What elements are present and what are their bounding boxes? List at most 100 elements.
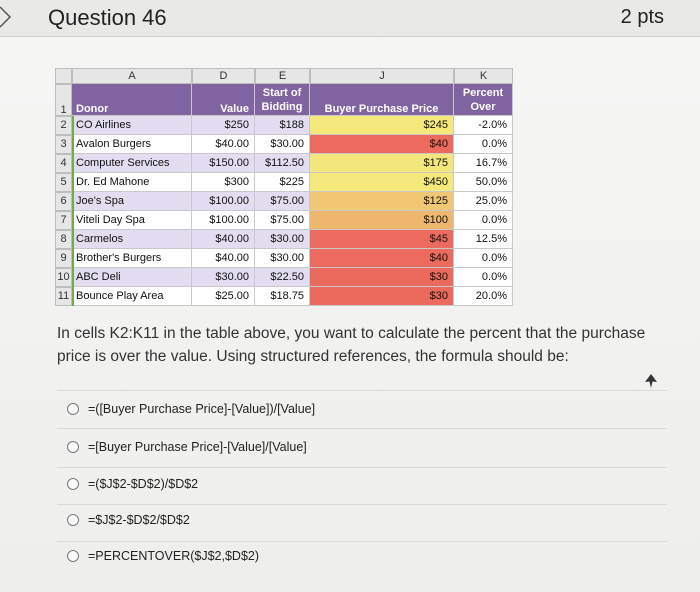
cell-start-bidding: $112.50 <box>255 154 310 173</box>
header-start-line1: Start of <box>262 87 302 99</box>
option-label: =([Buyer Purchase Price]-[Value])/[Value… <box>88 402 316 416</box>
header-value: Value <box>192 84 255 116</box>
cell-buyer-price: $450 <box>310 173 454 192</box>
table-row: 4 Computer Services $150.00 $112.50 $175 16.7… <box>55 154 515 173</box>
option-b[interactable]: =[Buyer Purchase Price]-[Value]/[Value] <box>67 440 307 454</box>
mouse-cursor-icon <box>645 374 657 388</box>
option-label: =($J$2-$D$2)/$D$2 <box>88 477 199 491</box>
table-row: 6 Joe's Spa $100.00 $75.00 $125 25.0% <box>55 192 515 211</box>
radio-button[interactable] <box>67 441 79 453</box>
cell-donor: Carmelos <box>72 230 192 249</box>
row-number: 5 <box>55 173 72 192</box>
divider <box>57 428 667 429</box>
table-row: 8 Carmelos $40.00 $30.00 $45 12.5% <box>55 230 515 249</box>
col-header-j: J <box>310 68 454 84</box>
option-d[interactable]: =$J$2-$D$2/$D$2 <box>67 513 190 527</box>
cell-buyer-price: $175 <box>310 154 454 173</box>
table-row: 3 Avalon Burgers $40.00 $30.00 $40 0.0% <box>55 135 515 154</box>
option-label: =[Buyer Purchase Price]-[Value]/[Value] <box>88 440 307 454</box>
option-c[interactable]: =($J$2-$D$2)/$D$2 <box>67 477 198 491</box>
row-number: 2 <box>55 116 72 135</box>
cell-percent-over: -2.0% <box>454 116 513 135</box>
col-header-d: D <box>192 68 255 84</box>
cell-value: $30.00 <box>192 268 255 287</box>
cell-start-bidding: $18.75 <box>255 287 310 306</box>
header-buyer-purchase-price: Buyer Purchase Price <box>310 84 454 116</box>
divider <box>57 390 667 391</box>
cell-percent-over: 12.5% <box>454 230 513 249</box>
question-title: Question 46 <box>48 5 167 30</box>
radio-button[interactable] <box>67 403 79 415</box>
table-row: 7 Viteli Day Spa $100.00 $75.00 $100 0.0% <box>55 211 515 230</box>
table-row: 5 Dr. Ed Mahone $300 $225 $450 50.0% <box>55 173 515 192</box>
header-donor: Donor <box>72 84 192 116</box>
option-e[interactable]: =PERCENTOVER($J$2,$D$2) <box>67 549 259 563</box>
cell-buyer-price: $30 <box>310 268 454 287</box>
cell-percent-over: 50.0% <box>454 173 513 192</box>
option-a[interactable]: =([Buyer Purchase Price]-[Value])/[Value… <box>67 402 315 416</box>
cell-buyer-price: $125 <box>310 192 454 211</box>
header-row: 1 Donor Value Start of Bidding Buyer Pur… <box>55 84 515 116</box>
cell-value: $40.00 <box>192 249 255 268</box>
cell-start-bidding: $30.00 <box>255 230 310 249</box>
column-highlight <box>72 116 74 306</box>
cell-percent-over: 25.0% <box>454 192 513 211</box>
cell-donor: Joe's Spa <box>72 192 192 211</box>
cell-start-bidding: $75.00 <box>255 211 310 230</box>
row-number: 8 <box>55 230 72 249</box>
row-number: 7 <box>55 211 72 230</box>
cell-donor: Avalon Burgers <box>72 135 192 154</box>
cell-value: $40.00 <box>192 230 255 249</box>
row-number: 3 <box>55 135 72 154</box>
header-start-of-bidding: Start of Bidding <box>255 84 310 116</box>
cell-start-bidding: $225 <box>255 173 310 192</box>
cell-start-bidding: $22.50 <box>255 268 310 287</box>
cell-percent-over: 0.0% <box>454 211 513 230</box>
cell-donor: Dr. Ed Mahone <box>72 173 192 192</box>
radio-button[interactable] <box>67 478 79 490</box>
header-pct-line1: Percent <box>462 87 504 99</box>
cell-donor: ABC Deli <box>72 268 192 287</box>
cell-start-bidding: $30.00 <box>255 135 310 154</box>
col-header-e: E <box>255 68 310 84</box>
cell-percent-over: 0.0% <box>454 249 513 268</box>
col-header-k: K <box>454 68 513 84</box>
radio-button[interactable] <box>67 550 79 562</box>
radio-button[interactable] <box>67 514 79 526</box>
cell-start-bidding: $30.00 <box>255 249 310 268</box>
header-start-line2: Bidding <box>261 101 303 113</box>
table-row: 11 Bounce Play Area $25.00 $18.75 $30 20.0% <box>55 287 515 306</box>
cell-value: $40.00 <box>192 135 255 154</box>
cell-start-bidding: $75.00 <box>255 192 310 211</box>
cell-percent-over: 16.7% <box>454 154 513 173</box>
cell-percent-over: 0.0% <box>454 135 513 154</box>
cell-buyer-price: $45 <box>310 230 454 249</box>
divider <box>57 467 667 468</box>
cell-buyer-price: $40 <box>310 249 454 268</box>
header-pct-line2: Over <box>470 101 496 113</box>
cell-value: $25.00 <box>192 287 255 306</box>
option-label: =$J$2-$D$2/$D$2 <box>88 513 190 527</box>
cell-donor: Viteli Day Spa <box>72 211 192 230</box>
col-header-a: A <box>72 68 192 84</box>
cell-buyer-price: $30 <box>310 287 454 306</box>
question-points: 2 pts <box>620 6 664 28</box>
cell-percent-over: 20.0% <box>454 287 513 306</box>
corner-cell <box>55 68 72 84</box>
cell-value: $100.00 <box>192 211 255 230</box>
cell-buyer-price: $40 <box>310 135 454 154</box>
cell-donor: Bounce Play Area <box>72 287 192 306</box>
cell-buyer-price: $100 <box>310 211 454 230</box>
option-label: =PERCENTOVER($J$2,$D$2) <box>88 549 260 563</box>
cell-percent-over: 0.0% <box>454 268 513 287</box>
divider <box>57 504 667 505</box>
cell-donor: CO Airlines <box>72 116 192 135</box>
row-number: 10 <box>55 268 72 287</box>
header-percent-over: Percent Over <box>454 84 513 116</box>
row-number: 4 <box>55 154 72 173</box>
cell-donor: Brother's Burgers <box>72 249 192 268</box>
divider <box>57 541 667 542</box>
row-number: 6 <box>55 192 72 211</box>
cell-buyer-price: $245 <box>310 116 454 135</box>
table-row: 9 Brother's Burgers $40.00 $30.00 $40 0.0% <box>55 249 515 268</box>
